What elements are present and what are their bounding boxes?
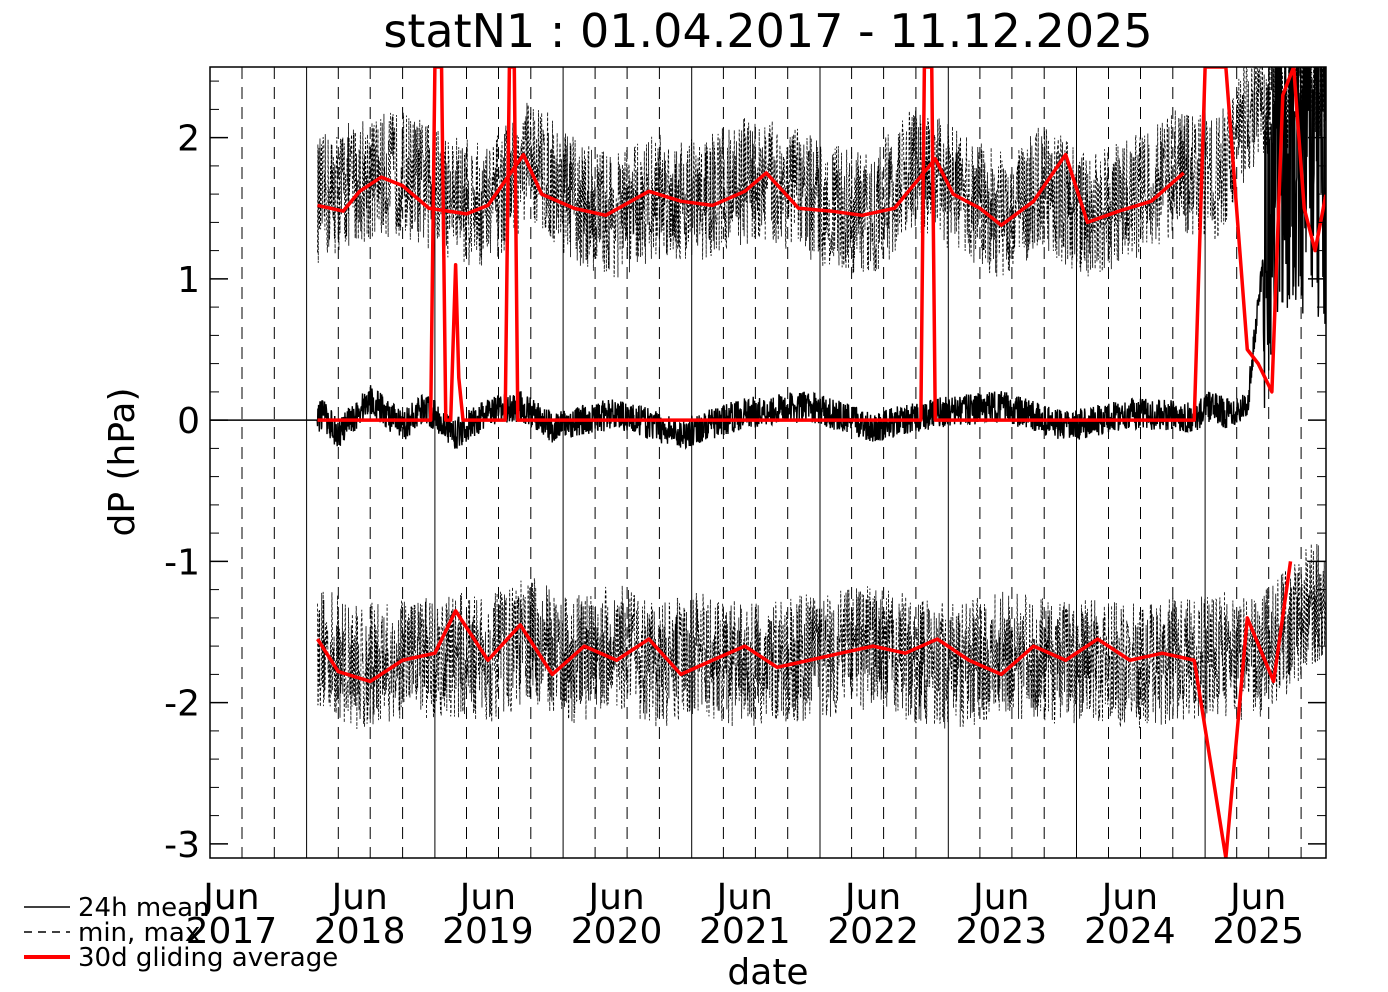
x-tick-label-year: 2021 <box>699 911 791 952</box>
series-average-max-line <box>317 152 1185 227</box>
legend-label-24h-mean: 24h mean <box>78 893 210 923</box>
y-axis-label: dP (hPa) <box>102 387 143 536</box>
x-tick-label-month: Jun <box>330 877 388 918</box>
chart-title: statN1 : 01.04.2017 - 11.12.2025 <box>383 4 1152 58</box>
x-tick-label-year: 2023 <box>955 911 1047 952</box>
minmax-series <box>317 67 1326 730</box>
y-tick-label: -1 <box>164 542 200 583</box>
x-tick-label-year: 2019 <box>442 911 534 952</box>
y-tick-label: -3 <box>164 825 200 866</box>
legend-label-30d-average: 30d gliding average <box>78 943 338 973</box>
x-tick-label-year: 2020 <box>571 911 663 952</box>
y-tick-label: 1 <box>177 260 200 301</box>
legend: 24h mean min, max 30d gliding average <box>24 893 338 973</box>
x-tick-label-month: Jun <box>458 877 516 918</box>
x-tick-label-month: Jun <box>715 877 773 918</box>
x-tick-label-year: 2022 <box>827 911 919 952</box>
x-tick-label-month: Jun <box>843 877 901 918</box>
x-axis-label: date <box>727 952 808 992</box>
series-average-mean-line <box>317 67 1326 422</box>
y-tick-label: 0 <box>177 401 200 442</box>
y-tick-label: 2 <box>177 119 200 160</box>
legend-label-min-max: min, max <box>78 918 200 948</box>
x-tick-label-year: 2024 <box>1084 911 1176 952</box>
x-tick-label-month: Jun <box>1228 877 1286 918</box>
x-axis: Jun2017Jun2018Jun2019Jun2020Jun2021Jun20… <box>186 877 1304 952</box>
x-tick-label-month: Jun <box>971 877 1029 918</box>
x-tick-label-year: 2025 <box>1212 911 1304 952</box>
x-tick-label-year: 2017 <box>186 911 278 952</box>
x-tick-label-month: Jun <box>201 877 259 918</box>
series-average-min-line <box>316 561 1293 858</box>
series-max-line <box>317 67 1326 278</box>
y-tick-label: -2 <box>164 684 200 725</box>
plot-frame <box>209 66 1327 859</box>
x-tick-label-month: Jun <box>1100 877 1158 918</box>
gliding-average-series <box>316 67 1326 858</box>
series-min-line <box>317 543 1326 730</box>
x-tick-label-month: Jun <box>586 877 644 918</box>
y-axis: -3 -2 -1 0 1 2 <box>164 80 1326 866</box>
x-tick-label-year: 2018 <box>314 911 406 952</box>
